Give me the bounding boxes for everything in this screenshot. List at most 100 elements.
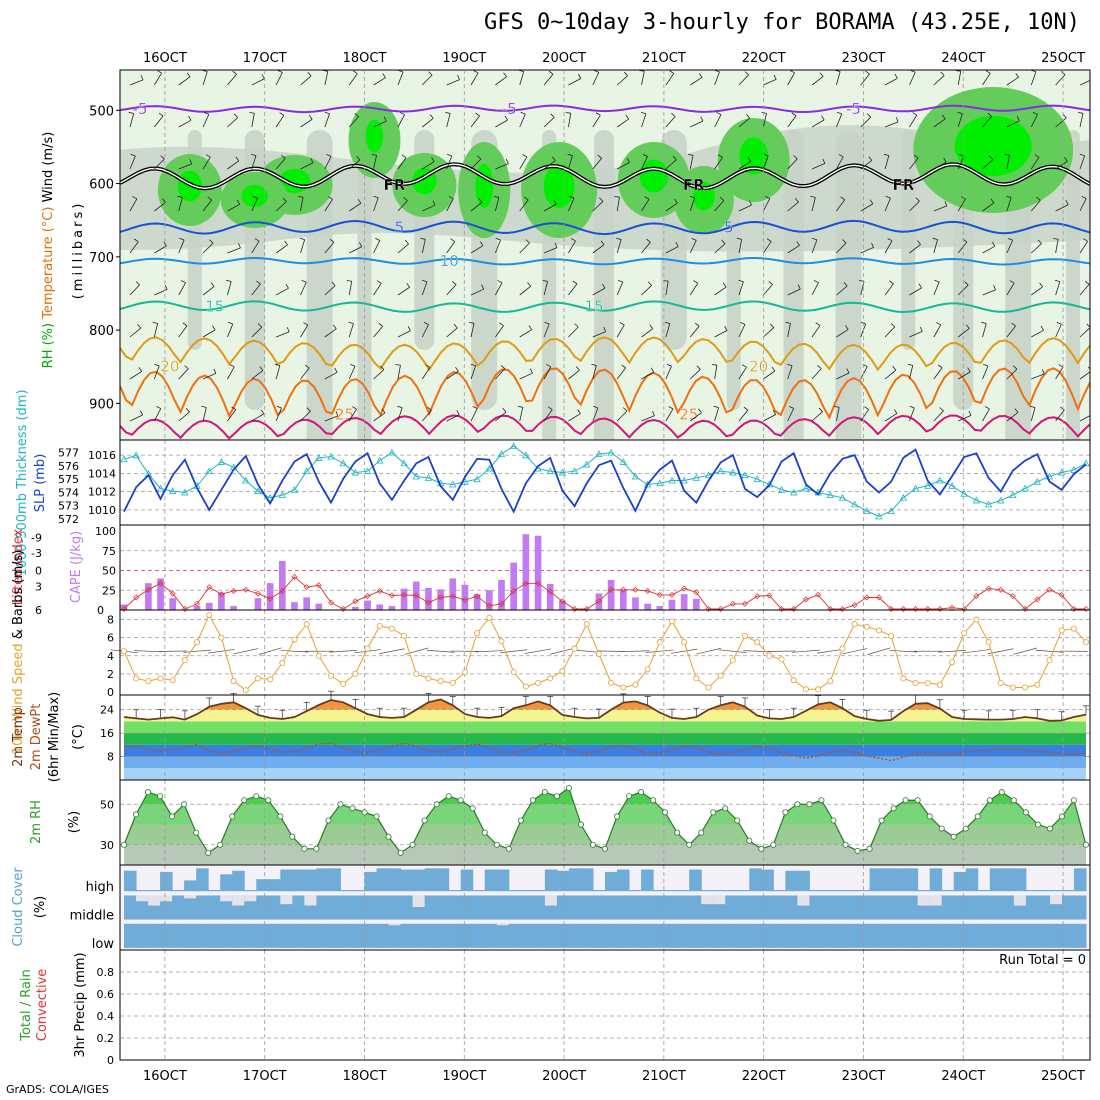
wind-barb-flag [1056, 321, 1062, 325]
wind-barb-flag [865, 70, 870, 75]
wind-barb [275, 158, 286, 170]
wind-speed-point [815, 686, 822, 693]
lifted-index-point [1022, 606, 1029, 612]
cloud-cell [713, 890, 726, 892]
wind-barb [300, 162, 314, 170]
wind-barb-flag [591, 363, 597, 366]
cloud-cell [809, 890, 822, 892]
wind-barb [738, 161, 751, 170]
wind-barb-flag [335, 411, 339, 417]
isotherm-label: 20 [749, 358, 768, 376]
wind-speed-point [437, 678, 444, 685]
thickness-point [704, 471, 713, 479]
wind-barb-flag [177, 195, 183, 198]
precip-convective-label: Convective [35, 969, 50, 1042]
rh-points [121, 785, 1090, 856]
wind-barb [202, 156, 211, 170]
cloud-cell [256, 895, 269, 920]
lifted-index-point [181, 606, 188, 612]
wind-barb [324, 415, 339, 422]
wind-barb [884, 283, 894, 296]
lifted-index-point [693, 589, 700, 596]
cape-bar [169, 598, 177, 610]
surface-wind-barb [719, 649, 747, 653]
cloud-cell [1013, 868, 1027, 892]
cloud-cell [388, 868, 402, 892]
rh-point [385, 833, 392, 840]
wind-barb-flag [909, 405, 915, 409]
wind-speed-point [388, 625, 395, 632]
wind-barb-flag [137, 324, 142, 329]
lifted-index-point [900, 606, 907, 612]
thickness-tick-label: 574 [58, 486, 79, 499]
wind-speed-point [425, 675, 432, 682]
lifted-index-ylabel: Lifted Index [11, 528, 26, 605]
cloud-cell [905, 895, 919, 920]
wind-barb-flag [650, 367, 655, 373]
thickness-tick-label: 572 [58, 513, 79, 526]
thickness-point [1070, 466, 1078, 473]
cape-bar [315, 603, 323, 610]
cloud-cell [689, 869, 702, 892]
wind-barb [909, 331, 923, 338]
pressure-tick-label: 500 [89, 104, 114, 119]
cape-bar [510, 562, 518, 610]
wind-barb [860, 160, 873, 170]
surface-wind-barb [426, 649, 455, 653]
thickness-point [315, 454, 323, 461]
wind-barb-flag [885, 195, 891, 199]
lifted-index-point [620, 586, 627, 593]
wind-barb-flag [132, 196, 138, 200]
wind-ylabel-part: 10m Wind [11, 688, 26, 754]
wind-barb [1030, 200, 1041, 212]
wind-barb [1055, 160, 1068, 170]
lifted-index-point [254, 590, 261, 597]
wind-barb [933, 239, 938, 254]
wind-speed-point [973, 616, 980, 623]
wind-barb-flag [380, 365, 385, 370]
rh-point [241, 797, 248, 804]
thickness-point [656, 479, 664, 487]
cape-bar [352, 606, 359, 610]
wind-barb-flag [621, 364, 626, 369]
cloud-cell [941, 890, 955, 892]
lifted-index-point [681, 585, 688, 592]
wind-barb [275, 115, 285, 128]
wind-barb [1079, 155, 1086, 170]
isotherm-label: -5 [502, 100, 517, 118]
rh-point [890, 805, 897, 812]
cloud-cell [220, 923, 233, 948]
wind-barb [592, 365, 597, 380]
pressure-tick-label: 900 [89, 397, 114, 412]
cloud-cell [629, 890, 642, 892]
thickness-point [826, 491, 834, 499]
surface-wind-barb [767, 650, 796, 652]
cloud-gap [244, 895, 257, 902]
wind-barb [519, 199, 529, 212]
cloud-cell [785, 870, 798, 892]
rh-point [409, 841, 416, 848]
wind-barb [811, 239, 818, 254]
lifted-index-point [206, 584, 213, 591]
wind-barb-flag [1032, 112, 1038, 115]
surface-wind-barb [889, 650, 918, 653]
wind-barb [300, 367, 310, 380]
surface-wind-barb [792, 649, 820, 653]
wind-barb-flag [189, 159, 193, 165]
wind-barb-flag [209, 239, 214, 244]
wind-speed-point [790, 677, 797, 684]
thickness-tick-label: 573 [58, 500, 79, 513]
wind-barb-flag [1091, 75, 1093, 79]
wind-barb-flag [226, 279, 232, 282]
wind-barb [446, 327, 458, 338]
wind-barb [884, 77, 898, 86]
wind-barb [1079, 415, 1090, 422]
wind-barb [373, 155, 377, 170]
wind-barb [665, 202, 678, 212]
temperature-unit: (°C) [71, 724, 86, 750]
wind-speed-point [547, 675, 554, 682]
lifted-index-point [474, 593, 481, 600]
wind-barb-flag [746, 114, 751, 119]
wind-barb [276, 331, 290, 338]
wind-barb [275, 244, 288, 254]
